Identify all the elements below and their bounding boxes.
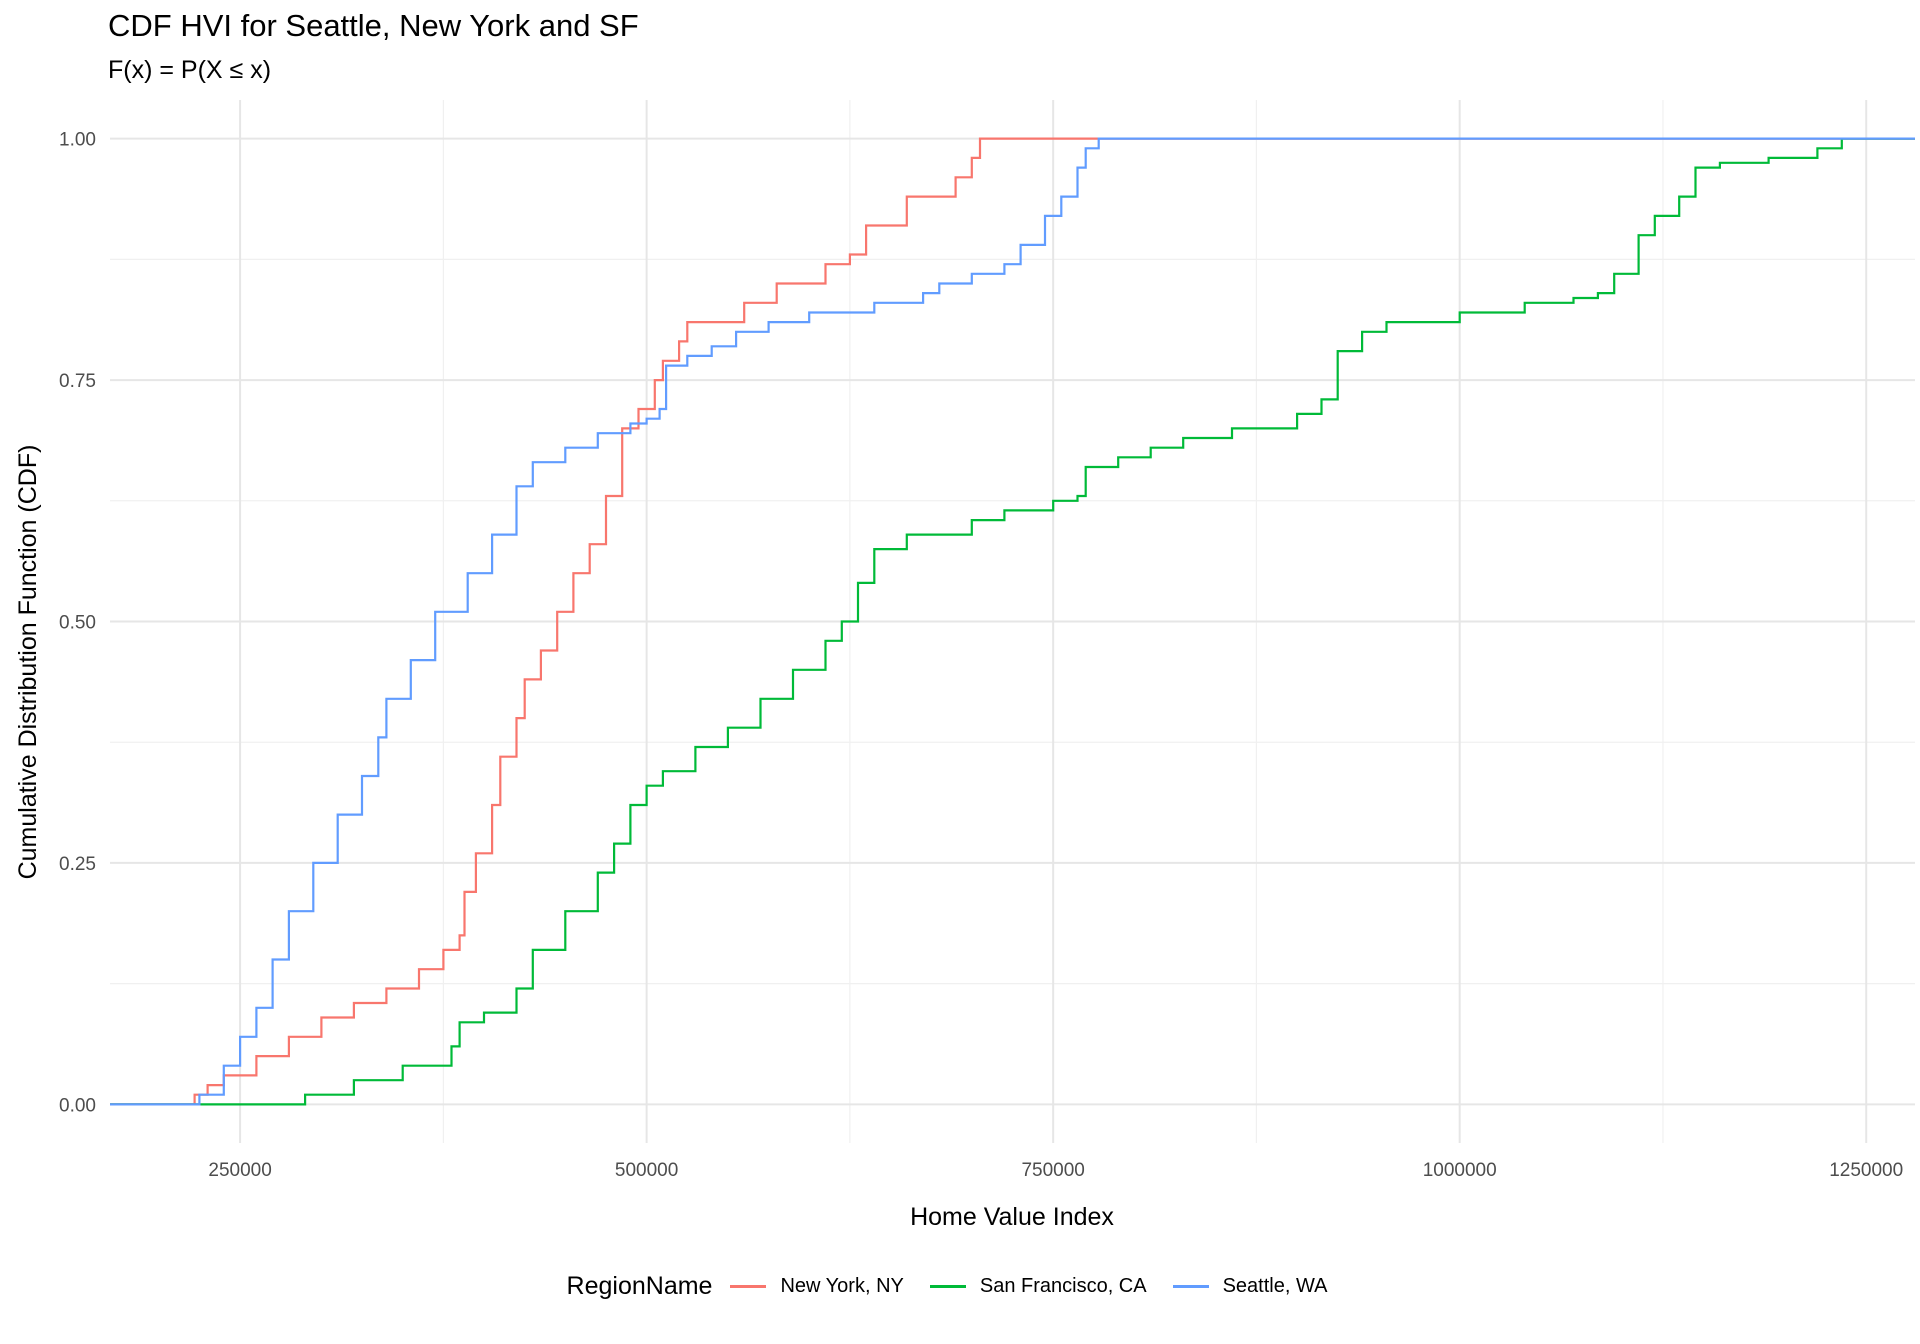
y-tick-label: 0.25 bbox=[59, 854, 96, 875]
series-line-new-york bbox=[110, 137, 1915, 1106]
legend-label-new-york: New York, NY bbox=[780, 1275, 904, 1297]
series-lines bbox=[110, 137, 1915, 1106]
legend-title: RegionName bbox=[566, 1272, 713, 1300]
x-tick-label: 750000 bbox=[1021, 1160, 1084, 1181]
chart-title: CDF HVI for Seattle, New York and SF bbox=[108, 8, 639, 43]
legend-item-seattle: Seattle, WA bbox=[1172, 1275, 1328, 1298]
y-axis-title: Cumulative Distribution Function (CDF) bbox=[14, 445, 42, 880]
legend-label-seattle: Seattle, WA bbox=[1222, 1275, 1328, 1297]
legend-label-san-francisco: San Francisco, CA bbox=[979, 1275, 1147, 1297]
legend-item-new-york: New York, NY bbox=[730, 1275, 904, 1298]
series-line-seattle bbox=[110, 137, 1915, 1106]
x-axis-title: Home Value Index bbox=[910, 1203, 1114, 1231]
legend-key-seattle bbox=[1172, 1285, 1209, 1288]
y-tick-label: 0.50 bbox=[59, 613, 96, 634]
legend-key-new-york bbox=[730, 1285, 767, 1288]
series-line-san-francisco bbox=[110, 137, 1915, 1106]
y-tick-label: 1.00 bbox=[59, 130, 96, 151]
x-tick-label: 1250000 bbox=[1829, 1160, 1903, 1181]
chart-subtitle: F(x) = P(X ≤ x) bbox=[108, 56, 272, 84]
x-tick-label: 1000000 bbox=[1423, 1160, 1497, 1181]
legend-item-san-francisco: San Francisco, CA bbox=[929, 1275, 1147, 1298]
legend: RegionName New York, NY San Francisco, C… bbox=[0, 1272, 1920, 1301]
x-tick-label: 500000 bbox=[615, 1160, 678, 1181]
grid-lines bbox=[110, 100, 1915, 1143]
x-tick-label: 250000 bbox=[208, 1160, 271, 1181]
y-axis-ticks: 0.00 0.25 0.50 0.75 1.00 bbox=[59, 130, 96, 1117]
legend-key-san-francisco bbox=[929, 1285, 966, 1288]
y-tick-label: 0.75 bbox=[59, 371, 96, 392]
x-axis-ticks: 250000 500000 750000 1000000 1250000 bbox=[208, 1160, 1903, 1181]
y-tick-label: 0.00 bbox=[59, 1095, 96, 1116]
